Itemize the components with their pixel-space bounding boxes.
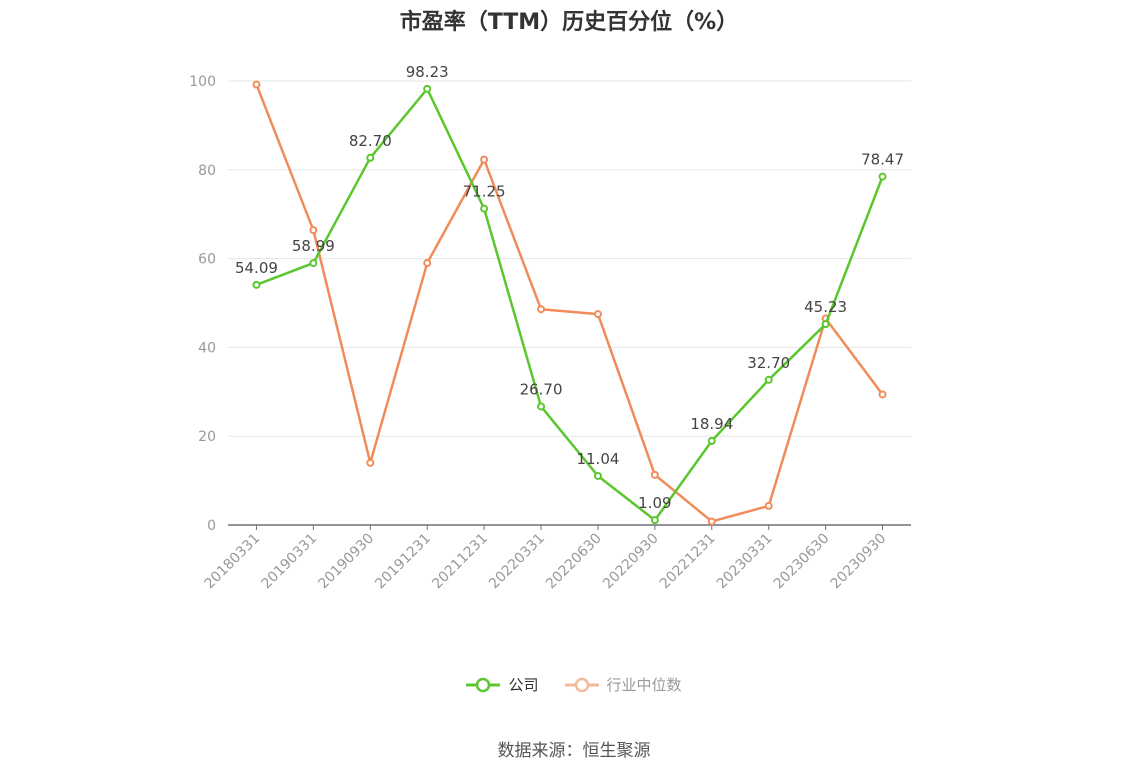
data-point[interactable] <box>252 80 261 89</box>
x-tick-label: 20230930 <box>828 531 890 593</box>
legend-item-industry-median[interactable]: 行业中位数 <box>564 674 682 695</box>
x-tick-label: 20191231 <box>372 531 434 593</box>
line-chart: 0 20 40 60 80 100 201803312019033120190930201… <box>189 63 911 593</box>
data-point[interactable] <box>423 259 432 268</box>
data-point[interactable] <box>707 436 716 445</box>
data-label: 54.09 <box>235 259 278 277</box>
data-point[interactable] <box>366 458 375 467</box>
data-label: 78.47 <box>861 151 904 169</box>
data-point[interactable] <box>480 155 489 164</box>
x-axis: 2018033120190331201909302019123120211231… <box>202 524 911 593</box>
legend-marker-industry-median <box>564 677 599 692</box>
chart-title: 市盈率（TTM）历史百分位（%） <box>399 10 739 35</box>
data-label: 98.23 <box>406 63 449 81</box>
series-lines <box>252 80 887 526</box>
data-label: 58.99 <box>292 237 335 255</box>
data-label: 82.70 <box>349 132 392 150</box>
data-label: 1.09 <box>638 494 671 512</box>
legend: 公司 行业中位数 <box>0 674 1148 695</box>
y-tick-label: 100 <box>189 74 216 90</box>
data-source: 数据来源：恒生聚源 <box>497 741 651 761</box>
data-point[interactable] <box>878 390 887 399</box>
data-point[interactable] <box>821 320 830 329</box>
x-tick-label: 20230331 <box>714 531 776 593</box>
x-tick-label: 20220630 <box>543 531 605 593</box>
data-point[interactable] <box>650 470 659 479</box>
x-tick-label: 20220331 <box>486 531 548 593</box>
legend-label-company: 公司 <box>508 676 539 694</box>
y-axis: 0 20 40 60 80 100 <box>189 74 216 534</box>
data-point[interactable] <box>537 402 546 411</box>
data-point[interactable] <box>764 375 773 384</box>
y-tick-label: 80 <box>198 163 216 179</box>
x-tick-label: 20230630 <box>771 531 833 593</box>
data-point[interactable] <box>650 516 659 525</box>
data-label: 71.25 <box>463 183 506 201</box>
series-line-1 <box>255 84 884 523</box>
y-tick-label: 20 <box>198 429 216 445</box>
x-tick-label: 20220930 <box>600 531 662 593</box>
data-point[interactable] <box>309 259 318 268</box>
y-tick-label: 40 <box>198 340 216 356</box>
data-point[interactable] <box>878 172 887 181</box>
data-label: 11.04 <box>576 450 619 468</box>
data-point[interactable] <box>366 153 375 162</box>
x-tick-label: 20190331 <box>258 531 320 593</box>
data-point[interactable] <box>593 310 602 319</box>
legend-marker-company <box>466 677 501 692</box>
grid-lines <box>228 80 911 437</box>
data-label: 18.94 <box>690 415 733 433</box>
data-point[interactable] <box>537 305 546 314</box>
data-point[interactable] <box>480 204 489 213</box>
x-tick-label: 20190930 <box>315 531 377 593</box>
legend-item-company[interactable]: 公司 <box>466 674 539 695</box>
x-tick-label: 20221231 <box>657 531 719 593</box>
data-point[interactable] <box>764 501 773 510</box>
data-labels: 54.09 58.99 82.70 98.23 71.25 26.70 11.04 1.09 1… <box>235 63 904 512</box>
data-point[interactable] <box>593 471 602 480</box>
data-point[interactable] <box>423 84 432 93</box>
data-label: 32.70 <box>747 354 790 372</box>
data-label: 45.23 <box>804 298 847 316</box>
series-line-0 <box>256 87 884 522</box>
x-tick-label: 20211231 <box>429 531 491 593</box>
legend-label-industry-median: 行业中位数 <box>606 676 682 694</box>
data-point[interactable] <box>252 280 261 289</box>
data-point[interactable] <box>707 517 716 526</box>
data-label: 26.70 <box>520 380 563 398</box>
y-tick-label: 60 <box>198 252 216 268</box>
y-tick-label: 0 <box>207 518 216 534</box>
data-point[interactable] <box>309 226 318 235</box>
x-tick-label: 20180331 <box>202 531 264 593</box>
